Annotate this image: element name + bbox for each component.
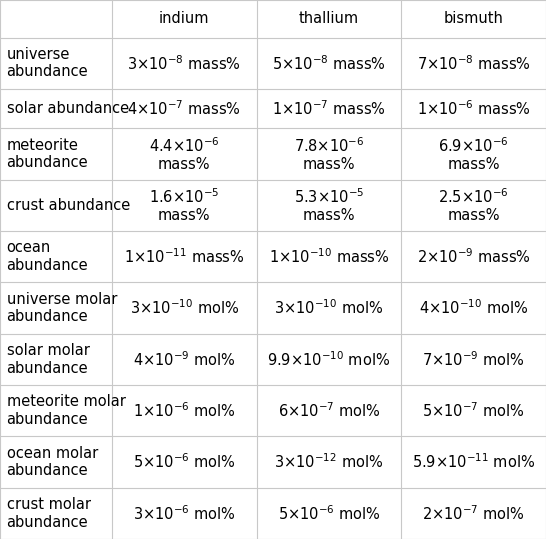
- Text: bismuth: bismuth: [444, 11, 503, 26]
- Text: $9.9{\times}10^{-10}$ mol%: $9.9{\times}10^{-10}$ mol%: [268, 350, 390, 369]
- Text: $5.9{\times}10^{-11}$ mol%: $5.9{\times}10^{-11}$ mol%: [412, 453, 535, 471]
- Text: $7{\times}10^{-9}$ mol%: $7{\times}10^{-9}$ mol%: [422, 350, 525, 369]
- Text: ocean molar
abundance: ocean molar abundance: [7, 446, 98, 478]
- Text: crust abundance: crust abundance: [7, 198, 130, 213]
- Text: ocean
abundance: ocean abundance: [7, 240, 88, 273]
- Text: $7.8{\times}10^{-6}$
mass%: $7.8{\times}10^{-6}$ mass%: [294, 136, 364, 172]
- Text: $5{\times}10^{-6}$ mol%: $5{\times}10^{-6}$ mol%: [277, 504, 381, 523]
- Text: meteorite
abundance: meteorite abundance: [7, 138, 88, 170]
- Text: $1.6{\times}10^{-5}$
mass%: $1.6{\times}10^{-5}$ mass%: [149, 187, 219, 223]
- Text: $5{\times}10^{-7}$ mol%: $5{\times}10^{-7}$ mol%: [422, 402, 525, 420]
- Text: $3{\times}10^{-10}$ mol%: $3{\times}10^{-10}$ mol%: [274, 299, 384, 317]
- Text: crust molar
abundance: crust molar abundance: [7, 497, 91, 529]
- Text: meteorite molar
abundance: meteorite molar abundance: [7, 395, 126, 427]
- Text: $4.4{\times}10^{-6}$
mass%: $4.4{\times}10^{-6}$ mass%: [149, 136, 219, 172]
- Text: $5{\times}10^{-8}$ mass%: $5{\times}10^{-8}$ mass%: [272, 54, 386, 73]
- Text: solar abundance: solar abundance: [7, 101, 129, 116]
- Text: $4{\times}10^{-10}$ mol%: $4{\times}10^{-10}$ mol%: [419, 299, 529, 317]
- Text: $5{\times}10^{-6}$ mol%: $5{\times}10^{-6}$ mol%: [133, 453, 236, 471]
- Text: $7{\times}10^{-8}$ mass%: $7{\times}10^{-8}$ mass%: [417, 54, 531, 73]
- Text: $6.9{\times}10^{-6}$
mass%: $6.9{\times}10^{-6}$ mass%: [438, 136, 509, 172]
- Text: $1{\times}10^{-11}$ mass%: $1{\times}10^{-11}$ mass%: [124, 247, 245, 266]
- Text: $4{\times}10^{-7}$ mass%: $4{\times}10^{-7}$ mass%: [127, 99, 241, 118]
- Text: $3{\times}10^{-12}$ mol%: $3{\times}10^{-12}$ mol%: [274, 453, 384, 471]
- Text: solar molar
abundance: solar molar abundance: [7, 343, 90, 376]
- Text: universe molar
abundance: universe molar abundance: [7, 292, 117, 324]
- Text: $2{\times}10^{-7}$ mol%: $2{\times}10^{-7}$ mol%: [422, 504, 525, 523]
- Text: $1{\times}10^{-6}$ mass%: $1{\times}10^{-6}$ mass%: [417, 99, 531, 118]
- Text: $1{\times}10^{-6}$ mol%: $1{\times}10^{-6}$ mol%: [133, 402, 236, 420]
- Text: $4{\times}10^{-9}$ mol%: $4{\times}10^{-9}$ mol%: [133, 350, 236, 369]
- Text: $2{\times}10^{-9}$ mass%: $2{\times}10^{-9}$ mass%: [417, 247, 531, 266]
- Text: $1{\times}10^{-7}$ mass%: $1{\times}10^{-7}$ mass%: [272, 99, 386, 118]
- Text: $6{\times}10^{-7}$ mol%: $6{\times}10^{-7}$ mol%: [277, 402, 381, 420]
- Text: $1{\times}10^{-10}$ mass%: $1{\times}10^{-10}$ mass%: [269, 247, 389, 266]
- Text: $2.5{\times}10^{-6}$
mass%: $2.5{\times}10^{-6}$ mass%: [438, 187, 509, 223]
- Text: thallium: thallium: [299, 11, 359, 26]
- Text: universe
abundance: universe abundance: [7, 47, 88, 79]
- Text: $3{\times}10^{-6}$ mol%: $3{\times}10^{-6}$ mol%: [133, 504, 236, 523]
- Text: $3{\times}10^{-10}$ mol%: $3{\times}10^{-10}$ mol%: [129, 299, 239, 317]
- Text: $3{\times}10^{-8}$ mass%: $3{\times}10^{-8}$ mass%: [127, 54, 241, 73]
- Text: indium: indium: [159, 11, 210, 26]
- Text: $5.3{\times}10^{-5}$
mass%: $5.3{\times}10^{-5}$ mass%: [294, 187, 364, 223]
